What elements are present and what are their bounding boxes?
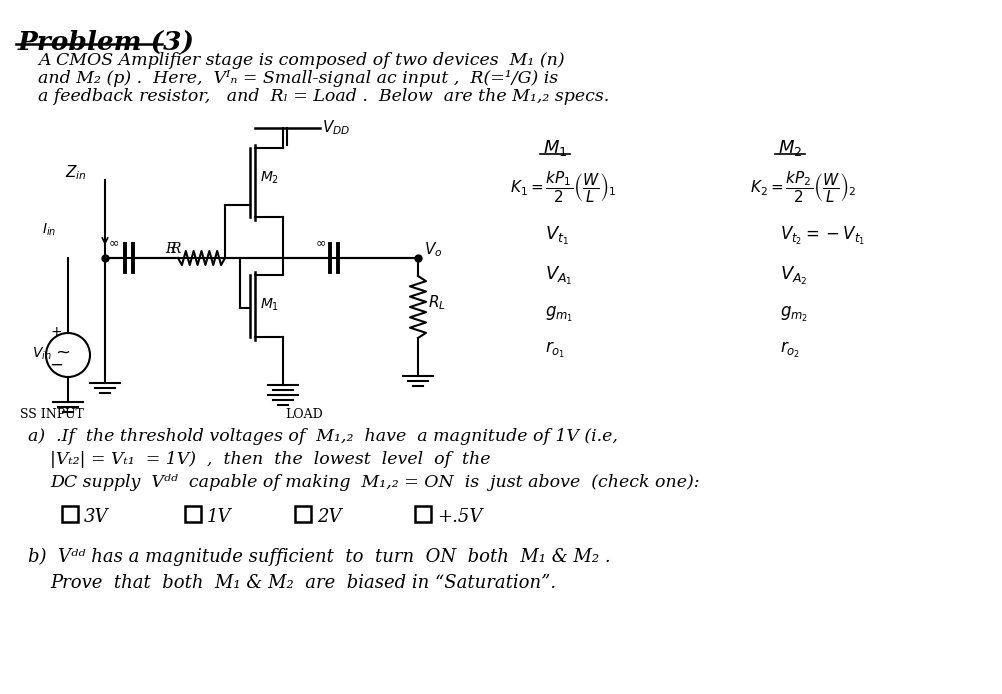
Text: |Vₜ₂| = Vₜ₁  = 1V)  ,  then  the  lowest  level  of  the: |Vₜ₂| = Vₜ₁ = 1V) , then the lowest leve… xyxy=(50,451,491,468)
Text: $M_1$: $M_1$ xyxy=(543,138,567,158)
Text: +.5V: +.5V xyxy=(437,508,482,526)
Text: Prove  that  both  M₁ & M₂  are  biased in “Saturation”.: Prove that both M₁ & M₂ are biased in “S… xyxy=(50,574,556,592)
Text: LOAD: LOAD xyxy=(285,408,323,421)
Bar xyxy=(295,506,311,522)
Text: $V_{A_1}$: $V_{A_1}$ xyxy=(545,265,573,287)
Text: SS INPUT: SS INPUT xyxy=(20,408,84,421)
Text: Problem (3): Problem (3) xyxy=(18,30,195,55)
Bar xyxy=(415,506,431,522)
Text: b)  Vᵈᵈ has a magnitude sufficient  to  turn  ON  both  M₁ & M₂ .: b) Vᵈᵈ has a magnitude sufficient to tur… xyxy=(28,548,610,566)
Text: a feedback resistor,   and  Rₗ = Load .  Below  are the M₁,₂ specs.: a feedback resistor, and Rₗ = Load . Bel… xyxy=(38,88,609,105)
Bar xyxy=(185,506,201,522)
Text: $r_{o_2}$: $r_{o_2}$ xyxy=(780,340,801,360)
Text: $V_{in}$: $V_{in}$ xyxy=(32,346,52,362)
Text: $Z_{in}$: $Z_{in}$ xyxy=(65,163,87,182)
Text: $V_{t_1}$: $V_{t_1}$ xyxy=(545,225,569,247)
Text: 1V: 1V xyxy=(207,508,231,526)
Text: $K_2 = \dfrac{kP_2}{2}\left(\dfrac{W}{L}\right)_2$: $K_2 = \dfrac{kP_2}{2}\left(\dfrac{W}{L}… xyxy=(750,170,856,205)
Text: $M_1$: $M_1$ xyxy=(260,297,280,313)
Text: $K_1 = \dfrac{kP_1}{2}\left(\dfrac{W}{L}\right)_1$: $K_1 = \dfrac{kP_1}{2}\left(\dfrac{W}{L}… xyxy=(510,170,616,205)
Text: −: − xyxy=(49,356,63,374)
Text: DC supply  Vᵈᵈ  capable of making  M₁,₂ = ON  is  just above  (check one):: DC supply Vᵈᵈ capable of making M₁,₂ = O… xyxy=(50,474,699,491)
Text: $V_o$: $V_o$ xyxy=(424,241,443,260)
Text: $g_{m_1}$: $g_{m_1}$ xyxy=(545,305,573,324)
Text: R: R xyxy=(165,242,175,256)
Text: R: R xyxy=(170,242,180,256)
Text: 2V: 2V xyxy=(317,508,342,526)
Text: $V_{t_2} = -V_{t_1}$: $V_{t_2} = -V_{t_1}$ xyxy=(780,225,865,247)
Text: 3V: 3V xyxy=(84,508,108,526)
Text: and M₂ (p) .  Here,  Vᴵₙ = Small-signal ac input ,  R(=¹/G) is: and M₂ (p) . Here, Vᴵₙ = Small-signal ac… xyxy=(38,70,558,87)
Text: $\infty$: $\infty$ xyxy=(315,237,326,250)
Text: a)  .If  the threshold voltages of  M₁,₂  have  a magnitude of 1V (i.e,: a) .If the threshold voltages of M₁,₂ ha… xyxy=(28,428,618,445)
Text: $I_{in}$: $I_{in}$ xyxy=(42,222,56,239)
Text: $\infty$: $\infty$ xyxy=(108,237,119,250)
Text: $V_{DD}$: $V_{DD}$ xyxy=(322,118,351,137)
Text: $M_2$: $M_2$ xyxy=(260,170,280,186)
Bar xyxy=(62,506,78,522)
Text: ~: ~ xyxy=(55,344,70,362)
Text: $R_L$: $R_L$ xyxy=(428,294,446,312)
Text: $g_{m_2}$: $g_{m_2}$ xyxy=(780,305,809,324)
Text: $V_{A_2}$: $V_{A_2}$ xyxy=(780,265,808,287)
Text: A CMOS Amplifier stage is composed of two devices  M₁ (n): A CMOS Amplifier stage is composed of tw… xyxy=(38,52,564,69)
Text: $M_2$: $M_2$ xyxy=(778,138,803,158)
Text: +: + xyxy=(50,325,62,339)
Text: $r_{o_1}$: $r_{o_1}$ xyxy=(545,340,565,360)
